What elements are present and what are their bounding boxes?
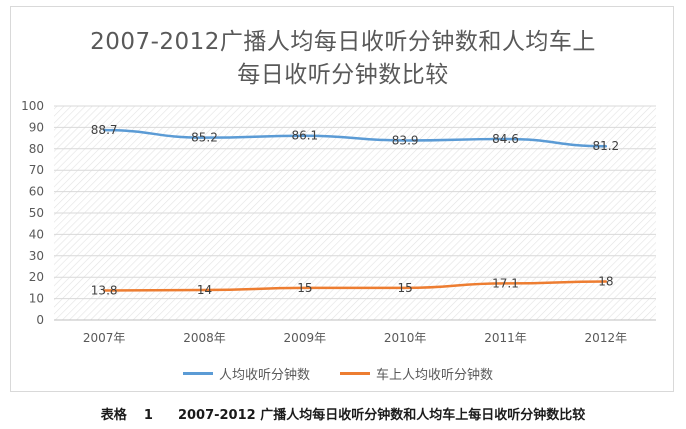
x-tick-label: 2007年 <box>83 331 126 345</box>
y-tick-label: 70 <box>29 163 44 177</box>
x-tick-label: 2009年 <box>284 331 327 345</box>
legend-swatch-series-2 <box>340 371 370 375</box>
data-label-series-1: 83.9 <box>392 133 419 147</box>
y-tick-label: 100 <box>21 99 44 113</box>
x-tick-label: 2010年 <box>384 331 427 345</box>
legend-item-series-1: 人均收听分钟数 <box>183 364 311 383</box>
data-label-series-1: 81.2 <box>592 139 619 153</box>
y-tick-label: 60 <box>29 185 44 199</box>
table-caption: 表格 1 2007-2012 广播人均每日收听分钟数和人均车上每日收听分钟数比较 <box>0 404 686 423</box>
y-tick-label: 50 <box>29 206 44 220</box>
caption-label: 表格 <box>100 408 127 423</box>
data-label-series-1: 85.2 <box>191 131 218 145</box>
x-tick-label: 2012年 <box>585 331 628 345</box>
caption-number: 1 <box>143 408 153 423</box>
y-tick-label: 90 <box>29 120 44 134</box>
legend-swatch-series-1 <box>183 371 213 375</box>
y-tick-label: 80 <box>29 142 44 156</box>
data-label-series-2: 15 <box>297 281 312 295</box>
caption-text: 2007-2012 广播人均每日收听分钟数和人均车上每日收听分钟数比较 <box>177 408 586 423</box>
data-label-series-2: 13.8 <box>91 283 118 297</box>
x-tick-label: 2011年 <box>484 331 527 345</box>
data-label-series-2: 14 <box>197 283 212 297</box>
legend-label-series-1: 人均收听分钟数 <box>219 367 311 383</box>
y-tick-label: 0 <box>36 313 44 327</box>
series-line-1 <box>102 128 608 148</box>
data-label-series-2: 18 <box>598 274 613 288</box>
data-label-series-1: 84.6 <box>492 132 519 146</box>
data-label-series-2: 17.1 <box>492 276 519 290</box>
chart-title-line-1: 2007-2012广播人均每日收听分钟数和人均车上 <box>90 29 596 55</box>
data-label-series-1: 88.7 <box>91 123 118 137</box>
legend-label-series-2: 车上人均收听分钟数 <box>376 367 494 383</box>
y-tick-label: 40 <box>29 227 44 241</box>
y-tick-label: 20 <box>29 270 44 284</box>
y-tick-label: 30 <box>29 249 44 263</box>
y-tick-label: 10 <box>29 292 44 306</box>
legend-item-series-2: 车上人均收听分钟数 <box>340 364 494 383</box>
chart-title-line-2: 每日收听分钟数比较 <box>237 62 449 88</box>
data-label-series-2: 15 <box>398 281 413 295</box>
series-line-2 <box>102 280 608 292</box>
x-tick-label: 2008年 <box>183 331 226 345</box>
data-label-series-1: 86.1 <box>291 129 318 143</box>
